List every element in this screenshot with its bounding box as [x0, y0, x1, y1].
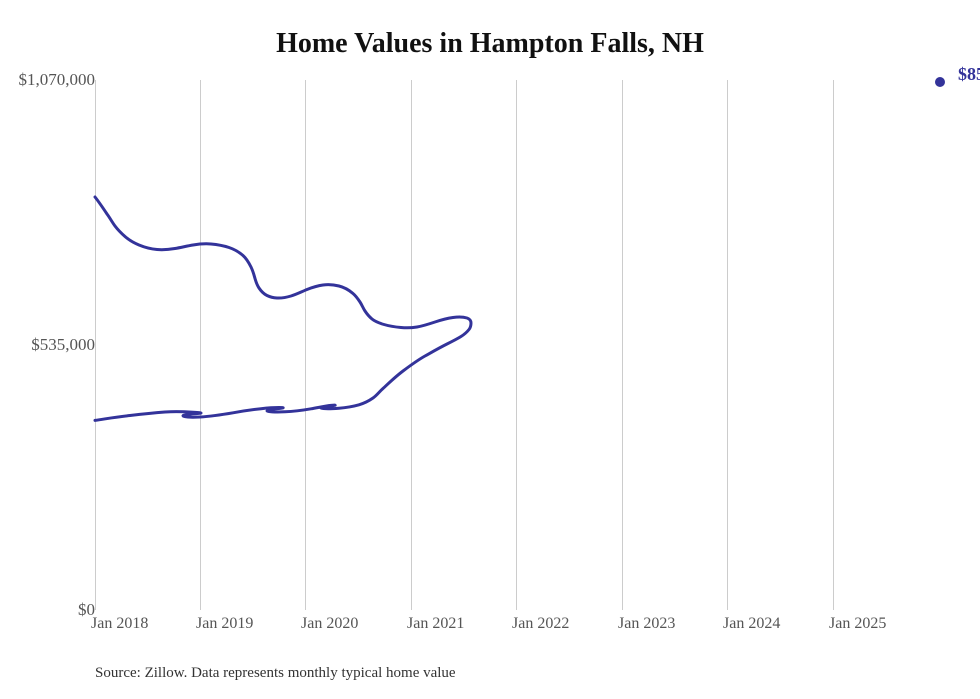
y-axis-label-mid: $535,000	[31, 335, 95, 355]
source-note: Source: Zillow. Data represents monthly …	[95, 665, 456, 682]
x-axis-label-0: Jan 2018	[91, 615, 148, 633]
home-value-line-chart	[95, 80, 940, 610]
x-axis-label-4: Jan 2022	[512, 615, 569, 633]
chart-container: Home Values in Hampton Falls, NH $1,070,…	[0, 0, 980, 699]
x-axis-label-7: Jan 2025	[829, 615, 886, 633]
end-value-label: $853,574	[958, 64, 980, 85]
x-axis-label-5: Jan 2023	[618, 615, 675, 633]
x-axis-label-2: Jan 2020	[301, 615, 358, 633]
chart-title: Home Values in Hampton Falls, NH	[0, 28, 980, 60]
plot-area: $1,070,000 $535,000 $0 Jan 2018 Jan 2019…	[95, 80, 940, 610]
x-axis-label-3: Jan 2021	[407, 615, 464, 633]
y-axis-label-max: $1,070,000	[19, 70, 96, 90]
x-axis-label-6: Jan 2024	[723, 615, 780, 633]
x-axis-label-1: Jan 2019	[196, 615, 253, 633]
